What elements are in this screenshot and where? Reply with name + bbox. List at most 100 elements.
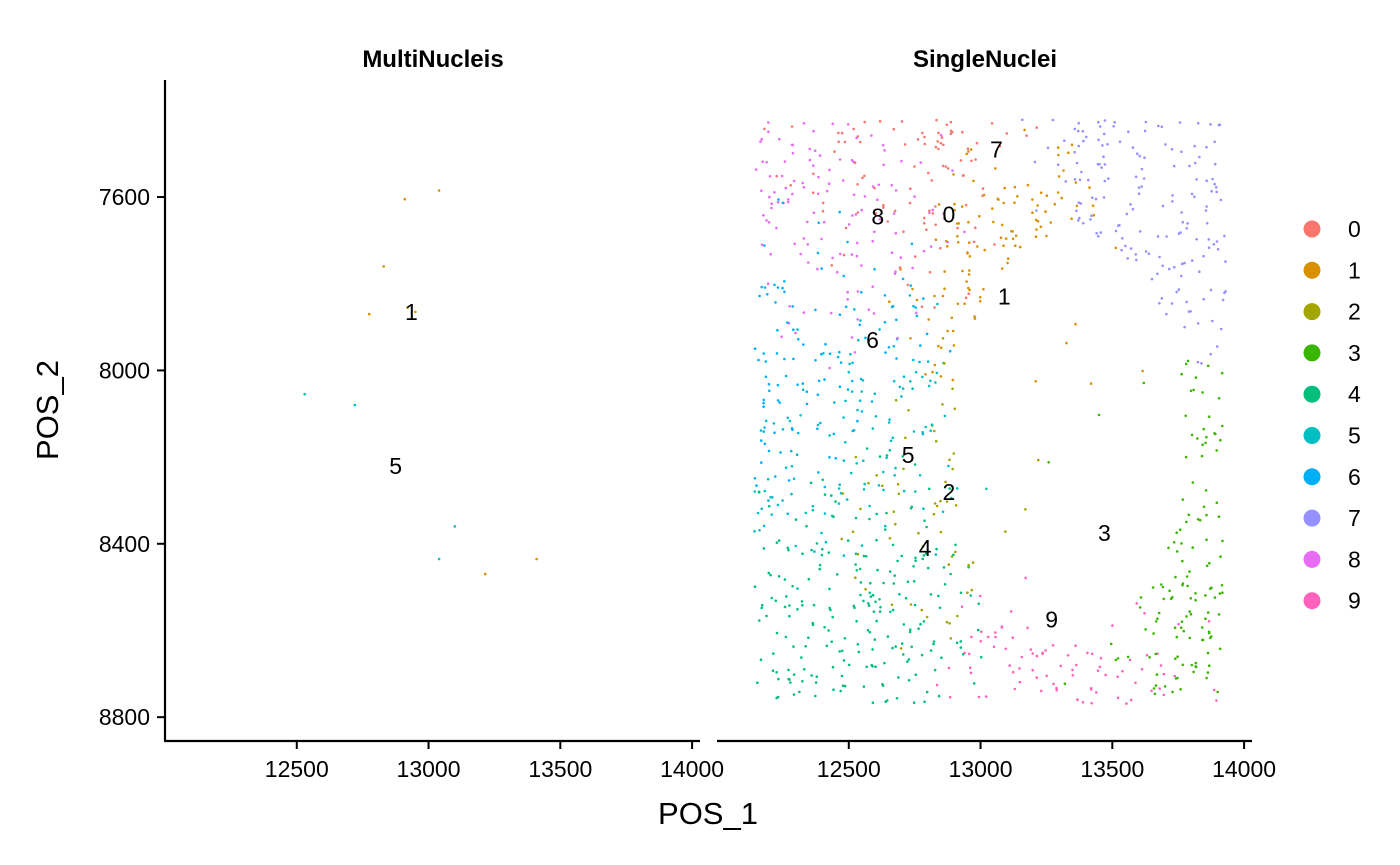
data-point (939, 141, 943, 145)
data-point (1208, 561, 1211, 565)
data-point (1116, 675, 1119, 679)
data-point (900, 642, 904, 645)
data-point (1116, 696, 1120, 700)
data-point (854, 516, 858, 520)
data-point (780, 335, 783, 339)
data-point (803, 668, 806, 671)
data-point (759, 658, 763, 661)
data-point (786, 512, 789, 515)
data-point (1213, 182, 1216, 186)
data-point (923, 221, 926, 225)
data-point (939, 133, 943, 137)
data-point (1080, 170, 1083, 174)
data-point (1078, 178, 1082, 182)
data-point (902, 230, 905, 233)
data-point (972, 179, 975, 183)
legend-label: 9 (1348, 588, 1361, 614)
data-point (1206, 364, 1210, 368)
data-point (1216, 248, 1220, 251)
data-point (1215, 345, 1219, 348)
data-point (878, 455, 882, 458)
data-point (773, 431, 776, 435)
data-point (860, 264, 863, 267)
data-point (1102, 196, 1106, 199)
data-point (931, 370, 934, 374)
data-point (1220, 584, 1224, 587)
data-point (817, 379, 821, 383)
data-point (1194, 376, 1198, 379)
data-point (1057, 153, 1060, 157)
data-point (1209, 636, 1212, 640)
data-point (891, 646, 894, 650)
data-point (1221, 591, 1224, 594)
data-point (913, 603, 917, 607)
data-point (805, 524, 808, 528)
data-point (861, 176, 864, 180)
data-point (837, 502, 841, 505)
data-point (1091, 196, 1094, 200)
data-point (1169, 597, 1173, 601)
data-point (1205, 564, 1209, 568)
data-point (935, 683, 939, 687)
data-point (767, 121, 770, 124)
data-point (1024, 508, 1027, 511)
data-point (1134, 681, 1137, 685)
data-point (845, 498, 849, 501)
data-point (823, 625, 826, 629)
data-point (765, 219, 768, 222)
data-point (1221, 298, 1225, 302)
data-point (776, 695, 780, 699)
data-point (949, 637, 953, 640)
data-point (846, 240, 849, 244)
data-point (936, 140, 939, 143)
data-point (1045, 194, 1049, 197)
data-point (1179, 626, 1183, 629)
data-point (868, 630, 872, 634)
data-point (860, 208, 863, 212)
data-point (888, 449, 892, 452)
data-point (1210, 190, 1213, 193)
data-point (865, 665, 868, 669)
data-point (945, 620, 949, 624)
data-point (961, 269, 964, 273)
cluster-label: 9 (1045, 607, 1058, 633)
data-point (898, 593, 901, 596)
data-point (960, 205, 964, 208)
points-multinucleis (303, 189, 538, 576)
data-point (1207, 630, 1211, 634)
data-point (900, 395, 903, 398)
data-point (929, 649, 933, 652)
data-point (947, 563, 951, 566)
data-point (1125, 212, 1129, 216)
data-point (1139, 596, 1143, 599)
data-point (895, 357, 898, 360)
data-point (1018, 680, 1022, 684)
data-point (917, 531, 920, 535)
data-point (994, 631, 997, 634)
data-point (963, 230, 966, 234)
data-point (810, 548, 813, 552)
data-point (894, 270, 897, 274)
data-point (303, 392, 307, 396)
data-point (1168, 589, 1171, 593)
data-point (986, 635, 990, 639)
data-point (828, 456, 831, 459)
data-point (883, 321, 887, 324)
data-point (928, 211, 931, 214)
data-point (908, 294, 912, 297)
data-point (1020, 655, 1024, 659)
data-point (1081, 130, 1085, 133)
data-point (851, 214, 854, 217)
data-point (953, 208, 956, 212)
data-point (770, 202, 773, 205)
data-point (1201, 443, 1204, 447)
data-point (972, 682, 976, 685)
data-point (403, 197, 407, 201)
data-point (849, 352, 852, 356)
data-point (816, 423, 820, 427)
data-point (922, 620, 926, 623)
data-point (1116, 657, 1120, 660)
data-point (1067, 151, 1070, 154)
data-point (1113, 121, 1116, 124)
data-point (853, 351, 857, 354)
